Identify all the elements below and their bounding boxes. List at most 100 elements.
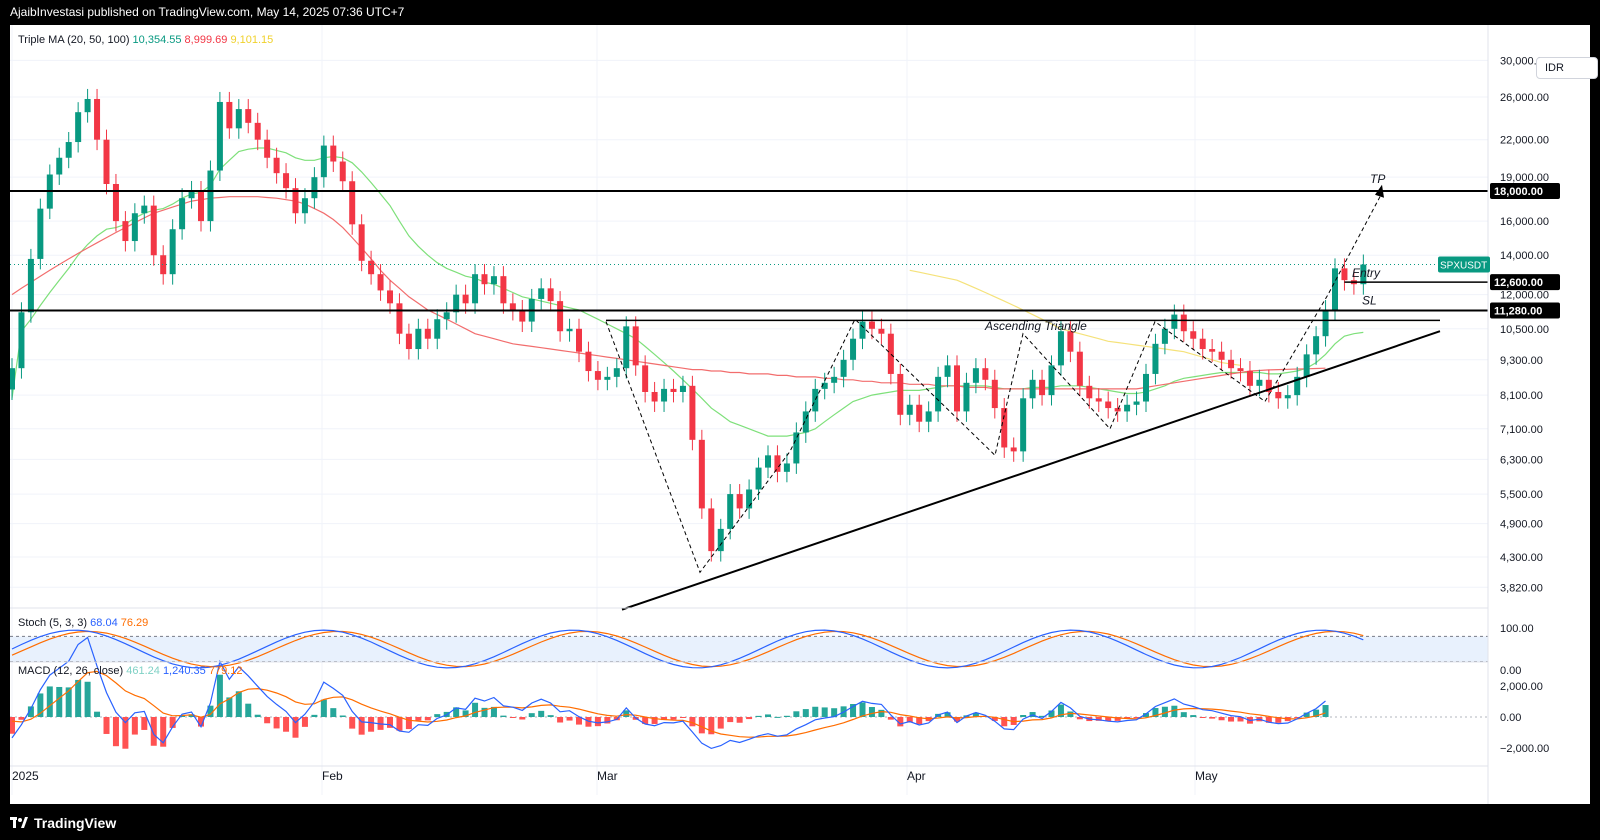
candle-body xyxy=(717,528,724,552)
candle-body xyxy=(1105,401,1112,409)
macd-hist-bar xyxy=(1294,717,1301,718)
candle-body xyxy=(1303,354,1310,377)
tradingview-footer[interactable]: TradingView xyxy=(10,815,116,831)
macd-hist-bar xyxy=(292,717,299,738)
candle-body xyxy=(708,508,715,552)
triple-ma-legend[interactable]: Triple MA (20, 50, 100) 10,354.55 8,999.… xyxy=(18,34,273,46)
macd-legend[interactable]: MACD (12, 26, close) 461.24 1,240.35 779… xyxy=(18,665,242,677)
macd-hist-bar xyxy=(368,717,375,732)
triple-ma-value-1: 10,354.55 xyxy=(132,34,182,46)
candle-body xyxy=(859,321,866,339)
candle-body xyxy=(150,205,157,256)
candle-body xyxy=(812,388,819,412)
currency-selector[interactable]: IDR xyxy=(1536,57,1598,79)
macd-hist-bar xyxy=(320,699,327,717)
candle-body xyxy=(793,432,800,464)
macd-hist-bar xyxy=(169,717,176,728)
candle-body xyxy=(481,274,488,285)
time-axis-label: Feb xyxy=(322,769,343,783)
triple-ma-value-2: 8,999.69 xyxy=(184,34,228,46)
candle-body xyxy=(916,404,923,422)
macd-hist-bar xyxy=(46,686,53,717)
macd-hist-bar xyxy=(557,717,564,723)
macd-hist-bar xyxy=(727,717,734,723)
candle-body xyxy=(736,494,743,509)
candle-body xyxy=(500,276,507,304)
macd-hist-bar xyxy=(1161,706,1168,717)
price-tick-label: 10,500.00 xyxy=(1500,324,1549,336)
macd-hist-bar xyxy=(1095,717,1102,721)
candle-body xyxy=(1180,314,1187,332)
stoch-legend[interactable]: Stoch (5, 3, 3) 68.04 76.29 xyxy=(18,617,148,629)
macd-hist-bar xyxy=(850,704,857,717)
macd-hist-bar xyxy=(897,717,904,727)
stoch-label: Stoch (5, 3, 3) xyxy=(18,617,88,629)
candle-body xyxy=(1086,385,1093,399)
candle-body xyxy=(661,388,668,402)
macd-hist-bar xyxy=(774,716,781,718)
candle-body xyxy=(160,255,167,275)
macd-hist-bar xyxy=(405,717,412,730)
candle-body xyxy=(783,463,790,472)
macd-hist-bar xyxy=(1322,705,1329,717)
macd-hist-bar xyxy=(1303,712,1310,717)
candle-body xyxy=(490,276,497,285)
candle-body xyxy=(188,191,195,199)
candle-body xyxy=(1360,264,1367,285)
stoch-d-value: 76.29 xyxy=(120,617,149,629)
macd-hist-bar xyxy=(1048,710,1055,717)
macd-hist-bar xyxy=(1209,717,1216,719)
macd-hist-bar xyxy=(301,717,308,727)
macd-hist-bar xyxy=(812,706,819,717)
candle-body xyxy=(424,328,431,339)
macd-hist-bar xyxy=(103,717,110,734)
candle-body xyxy=(944,365,951,377)
macd-hist-bar xyxy=(868,707,875,717)
candle-body xyxy=(698,439,705,509)
candle-body xyxy=(576,328,582,352)
macd-hist-bar xyxy=(821,707,828,717)
macd-hist-bar xyxy=(859,702,866,717)
candle-body xyxy=(519,310,526,322)
macd-hist-bar xyxy=(594,717,601,727)
chart-frame[interactable]: TP Entry SL Ascending Triangle 30,000.00 26,… xyxy=(10,25,1598,804)
candle-body xyxy=(1152,343,1159,374)
stoch-tick-label: 0.00 xyxy=(1500,665,1521,677)
candle-body xyxy=(368,260,375,275)
macd-hist-bar xyxy=(198,717,204,727)
candle-body xyxy=(330,145,337,162)
candle-body xyxy=(868,321,875,329)
candle-body xyxy=(1095,398,1102,402)
stoch-d-line xyxy=(11,630,1364,668)
candle-body xyxy=(566,328,573,332)
candle-body xyxy=(1171,314,1178,329)
candle-body xyxy=(245,109,252,123)
macd-hist-bar xyxy=(264,717,271,724)
price-tick-label: 3,820.00 xyxy=(1500,582,1543,594)
candle-body xyxy=(982,368,989,380)
candle-body xyxy=(802,411,809,433)
candle-body xyxy=(1190,331,1197,339)
ma50-line xyxy=(11,196,1326,390)
candle-body xyxy=(1057,331,1064,366)
candle-body xyxy=(972,368,979,383)
candle-body xyxy=(84,98,91,113)
candle-body xyxy=(122,221,129,242)
candle-body xyxy=(1114,408,1121,412)
macd-label: MACD (12, 26, close) xyxy=(18,665,124,677)
price-tick-label: 9,300.00 xyxy=(1500,355,1543,367)
candle-body xyxy=(1124,404,1131,412)
candle-body xyxy=(642,365,649,392)
candle-body xyxy=(906,404,913,415)
macd-hist-bar xyxy=(954,717,960,722)
candle-body xyxy=(179,198,186,230)
time-axis-label: May xyxy=(1195,769,1218,783)
candle-body xyxy=(301,198,308,214)
macd-hist-bar xyxy=(112,717,119,747)
price-tick-label: 14,000.00 xyxy=(1500,250,1549,262)
price-tick-label: 22,000.00 xyxy=(1500,135,1549,147)
candle-body xyxy=(339,161,346,182)
candle-body xyxy=(1048,365,1055,396)
candle-body xyxy=(991,379,998,409)
